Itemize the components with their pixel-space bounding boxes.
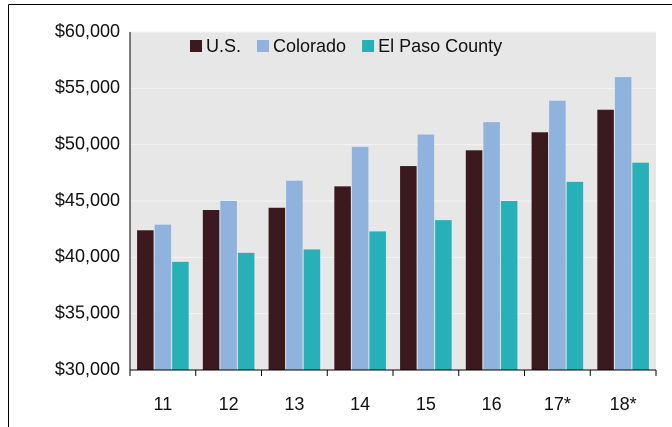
bar xyxy=(566,181,584,370)
bar xyxy=(202,210,220,370)
bar xyxy=(483,122,500,370)
y-tick-label: $35,000 xyxy=(55,302,120,322)
bar xyxy=(417,134,435,370)
bar xyxy=(286,180,303,370)
bar xyxy=(334,186,351,370)
bar xyxy=(172,261,189,370)
legend-swatch xyxy=(362,40,375,52)
bar xyxy=(597,109,614,371)
y-tick-label: $60,000 xyxy=(55,21,120,41)
bar xyxy=(465,150,483,370)
x-tick-label: 18* xyxy=(610,394,637,414)
bar xyxy=(369,231,386,370)
legend-label: Colorado xyxy=(273,36,346,56)
bar xyxy=(268,207,286,370)
y-tick-label: $45,000 xyxy=(55,190,120,210)
bar xyxy=(531,132,549,370)
bar xyxy=(549,100,566,370)
x-tick-label: 14 xyxy=(350,394,370,414)
bar xyxy=(137,230,154,370)
y-tick-label: $55,000 xyxy=(55,77,120,97)
bar xyxy=(303,249,321,370)
y-tick-label: $40,000 xyxy=(55,246,120,266)
legend-swatch xyxy=(257,40,270,52)
x-tick-label: 13 xyxy=(284,394,304,414)
x-tick-label: 15 xyxy=(416,394,436,414)
x-tick-label: 17* xyxy=(544,394,571,414)
legend-label: El Paso County xyxy=(378,36,502,56)
y-tick-label: $30,000 xyxy=(55,359,120,379)
legend-label: U.S. xyxy=(206,36,241,56)
y-tick-label: $50,000 xyxy=(55,133,120,153)
bar xyxy=(500,201,518,370)
legend-swatch xyxy=(190,40,202,52)
bar xyxy=(614,77,632,371)
x-tick-label: 11 xyxy=(154,394,173,414)
bar xyxy=(351,146,369,370)
bar xyxy=(220,201,237,370)
bar xyxy=(400,166,417,370)
bar xyxy=(154,224,172,370)
bar xyxy=(237,252,255,370)
x-tick-label: 16 xyxy=(482,394,502,414)
bar xyxy=(632,162,649,370)
bar xyxy=(435,220,452,370)
x-tick-label: 12 xyxy=(219,394,239,414)
